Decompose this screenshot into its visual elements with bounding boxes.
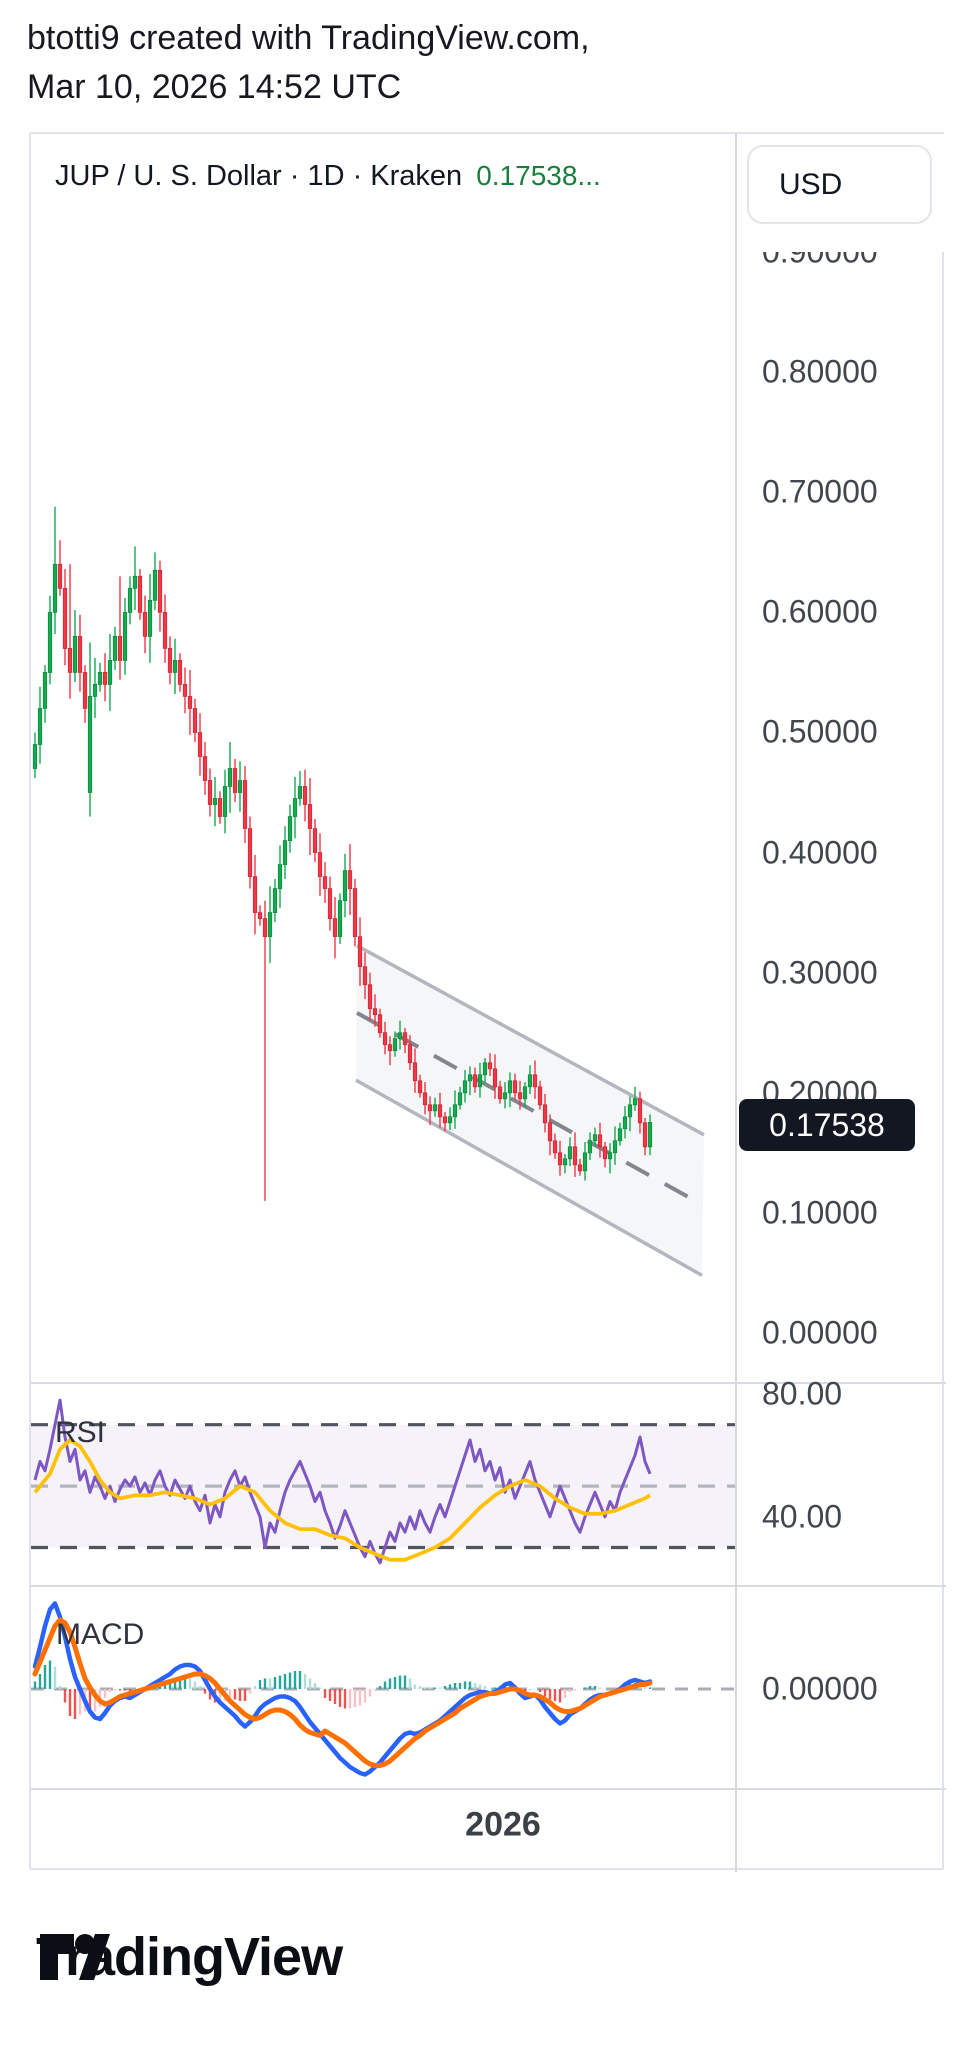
- price-tick-0.60000: 0.60000: [762, 593, 878, 630]
- macd-indicator-label: MACD: [56, 1618, 145, 1651]
- price-tick-0.30000: 0.30000: [762, 954, 878, 991]
- rsi-indicator-label: RSI: [55, 1416, 106, 1449]
- pane-divider-2: [31, 1585, 946, 1587]
- credit-line-1: btotti9 created with TradingView.com,: [27, 19, 590, 57]
- pane-divider-3: [31, 1788, 946, 1790]
- rsi-tick-40.00: 40.00: [762, 1498, 843, 1535]
- rsi-pane[interactable]: [31, 1382, 735, 1585]
- price-tick-0.00000: 0.00000: [762, 1314, 878, 1351]
- price-tick-0.10000: 0.10000: [762, 1194, 878, 1231]
- tradingview-logo[interactable]: TradingView: [36, 1926, 343, 1988]
- symbol-title-row: JUP / U. S. Dollar · 1D · Kraken 0.17538.…: [55, 160, 601, 193]
- credit-line-2: Mar 10, 2026 14:52 UTC: [27, 68, 402, 106]
- macd-pane[interactable]: [31, 1585, 735, 1788]
- price-tick-0.80000: 0.80000: [762, 353, 878, 390]
- currency-button[interactable]: USD: [747, 145, 932, 224]
- symbol-price: 0.17538...: [476, 160, 601, 191]
- price-tick-0.40000: 0.40000: [762, 834, 878, 871]
- symbol-title: JUP / U. S. Dollar · 1D · Kraken: [55, 160, 463, 192]
- price-tick-0.50000: 0.50000: [762, 713, 878, 750]
- chart-widget: JUP / U. S. Dollar · 1D · Kraken 0.17538.…: [29, 132, 946, 1872]
- pane-divider-1: [31, 1382, 946, 1384]
- macd-tick-0.00000: 0.00000: [762, 1670, 878, 1707]
- rsi-tick-80.00: 80.00: [762, 1375, 843, 1412]
- price-tick-0.70000: 0.70000: [762, 473, 878, 510]
- last-price-badge: 0.17538: [739, 1099, 915, 1152]
- time-axis-year-label[interactable]: 2026: [465, 1805, 541, 1844]
- main-price-pane[interactable]: [31, 134, 735, 1382]
- tradingview-logo-mark-icon: [40, 1934, 110, 1980]
- price-axis-divider: [735, 134, 737, 1872]
- header-credit: btotti9 created with TradingView.com, Ma…: [27, 14, 590, 112]
